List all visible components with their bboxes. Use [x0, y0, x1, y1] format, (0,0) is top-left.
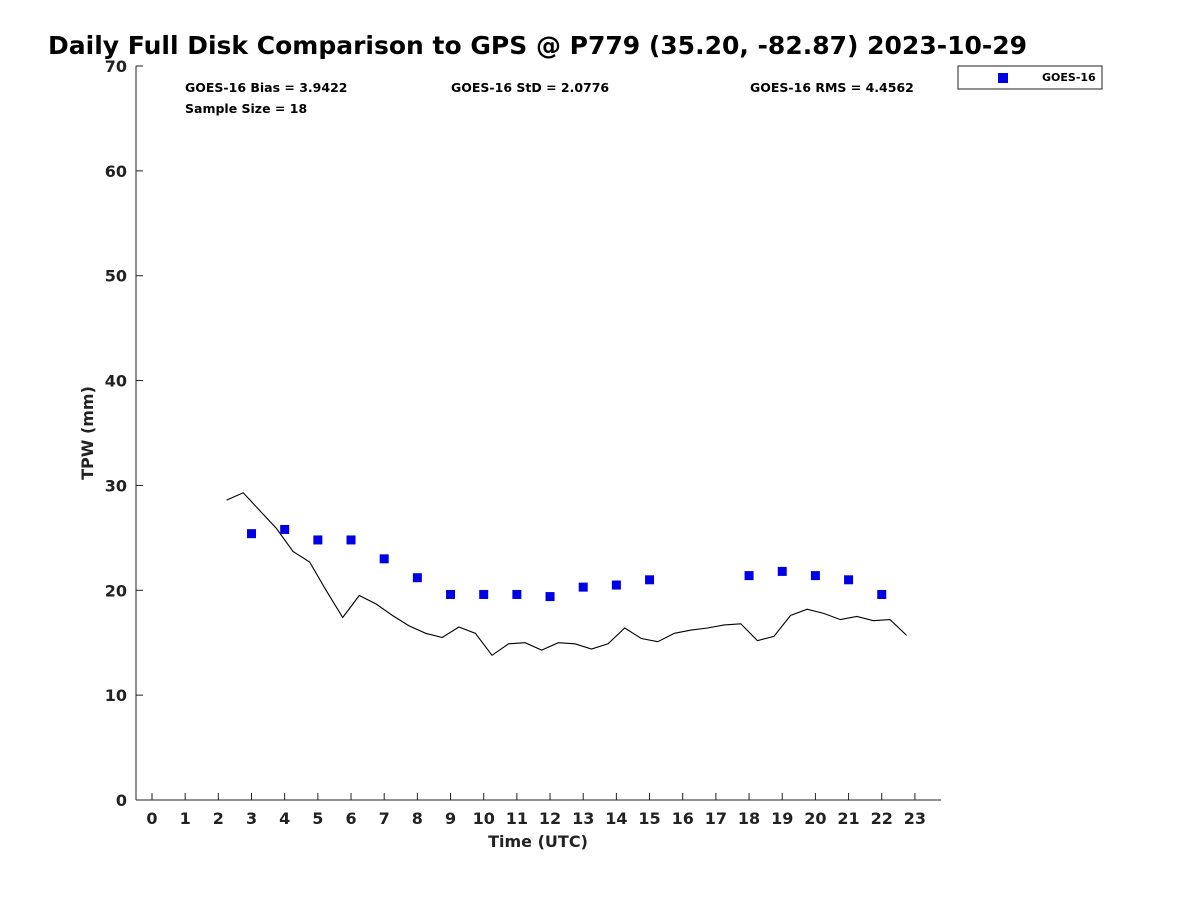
x-tick-label: 9: [445, 809, 456, 828]
goes16-point: [479, 589, 489, 599]
goes16-point: [645, 575, 655, 585]
y-axis-label: TPW (mm): [78, 386, 97, 480]
y-tick-label: 70: [105, 57, 127, 76]
sample-size-stat: Sample Size = 18: [185, 101, 307, 116]
goes16-point: [844, 575, 854, 585]
goes16-point: [777, 566, 787, 576]
x-tick-label: 4: [279, 809, 290, 828]
rms-stat: GOES-16 RMS = 4.4562: [750, 80, 914, 95]
goes16-point: [412, 573, 422, 583]
goes16-point: [512, 589, 522, 599]
x-tick-label: 2: [213, 809, 224, 828]
chart-title: Daily Full Disk Comparison to GPS @ P779…: [48, 31, 1027, 60]
x-tick-label: 10: [473, 809, 495, 828]
x-tick-label: 14: [605, 809, 627, 828]
x-tick-label: 12: [539, 809, 561, 828]
x-tick-label: 23: [904, 809, 926, 828]
goes16-point: [280, 524, 290, 534]
x-tick-label: 7: [379, 809, 390, 828]
goes16-point: [379, 554, 389, 564]
goes16-point: [810, 571, 820, 581]
gps-line-series: [226, 492, 907, 657]
x-tick-label: 13: [572, 809, 594, 828]
legend-box: [957, 65, 1103, 90]
goes16-point: [545, 592, 555, 602]
gps-tpw-line: [226, 492, 907, 657]
x-tick-label: 5: [312, 809, 323, 828]
y-tick-label: 40: [105, 372, 127, 391]
goes16-point: [744, 571, 754, 581]
x-axis-ticks: 0 1 2 3 4 5 6 7 8 9 10 11 12 13 14 15 16 17 18 19 20 21 22 23: [146, 793, 926, 828]
x-tick-label: 8: [412, 809, 423, 828]
std-stat: GOES-16 StD = 2.0776: [451, 80, 609, 95]
y-tick-label: 60: [105, 162, 127, 181]
x-tick-label: 11: [506, 809, 528, 828]
y-tick-label: 30: [105, 476, 127, 495]
goes16-point: [446, 589, 456, 599]
legend: GOES-16: [957, 65, 1103, 90]
x-axis-label: Time (UTC): [488, 832, 588, 851]
goes16-point: [247, 529, 257, 539]
x-tick-label: 3: [246, 809, 257, 828]
legend-label-goes16: GOES-16: [1042, 71, 1096, 84]
goes16-point: [346, 535, 356, 545]
y-axis-ticks: 0 10 20 30 40 50 60 70: [105, 57, 143, 810]
y-tick-label: 50: [105, 267, 127, 286]
legend-marker-goes16: [998, 73, 1008, 83]
y-tick-label: 0: [116, 791, 127, 810]
x-tick-label: 18: [738, 809, 760, 828]
goes16-series: [247, 524, 887, 602]
x-tick-label: 16: [672, 809, 694, 828]
goes16-point: [578, 582, 588, 592]
bias-stat: GOES-16 Bias = 3.9422: [185, 80, 347, 95]
goes16-point: [313, 535, 323, 545]
x-tick-label: 0: [146, 809, 157, 828]
x-tick-label: 6: [345, 809, 356, 828]
goes16-point: [611, 580, 621, 590]
x-tick-label: 22: [871, 809, 893, 828]
x-tick-label: 1: [180, 809, 191, 828]
x-tick-label: 20: [804, 809, 826, 828]
x-tick-label: 19: [771, 809, 793, 828]
plot-frame: [135, 66, 941, 801]
x-tick-label: 15: [638, 809, 660, 828]
goes16-point: [877, 589, 887, 599]
y-tick-label: 20: [105, 581, 127, 600]
x-tick-label: 17: [705, 809, 727, 828]
x-tick-label: 21: [837, 809, 859, 828]
y-tick-label: 10: [105, 686, 127, 705]
